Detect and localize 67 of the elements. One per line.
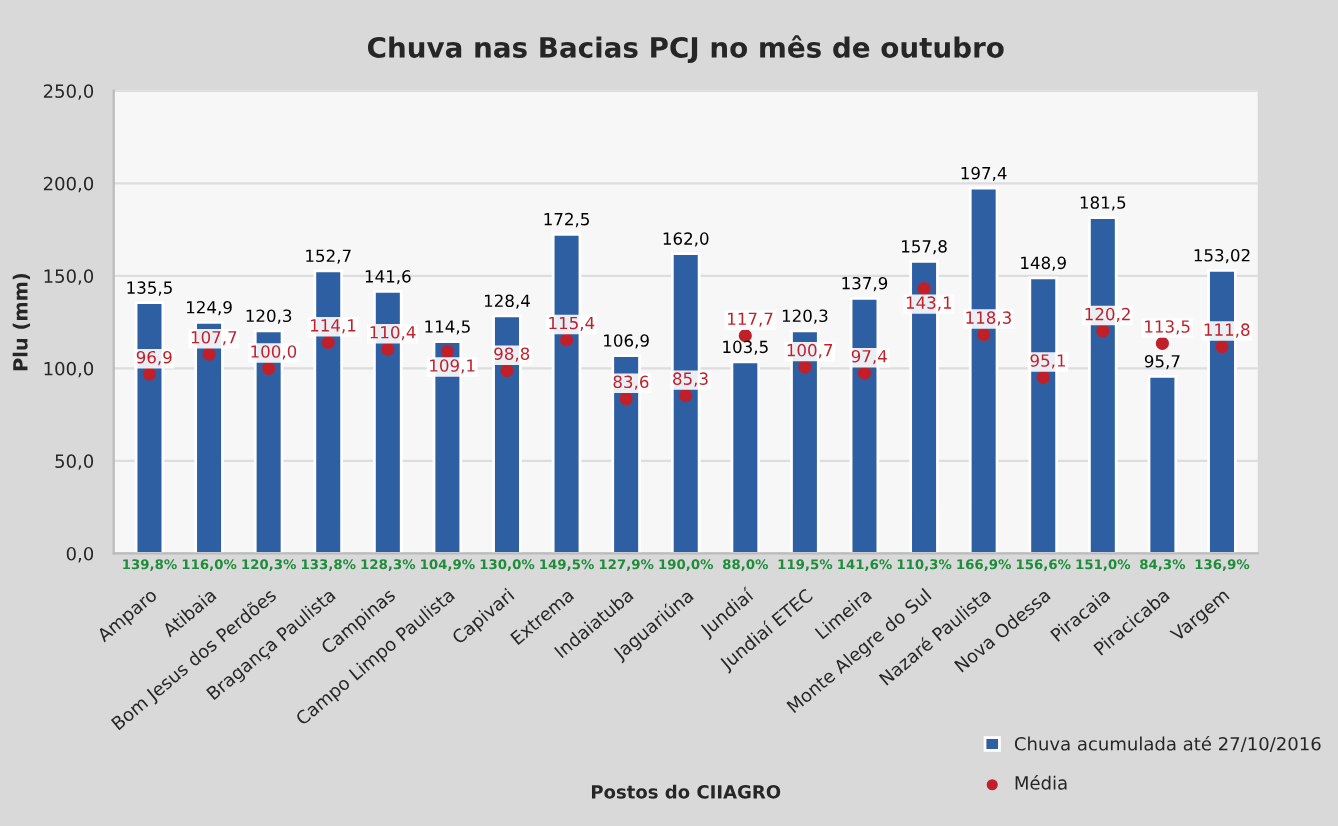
data-label: 109,1 xyxy=(430,359,475,374)
data-label: 153,02 xyxy=(1194,248,1250,264)
point xyxy=(679,389,693,403)
data-label: 100,7 xyxy=(787,343,833,359)
data-label: 111,8 xyxy=(1204,323,1250,338)
y-tick-label: 200,0 xyxy=(43,176,94,193)
point xyxy=(977,327,991,342)
data-label: 95,7 xyxy=(1144,354,1180,370)
data-label: 117,7 xyxy=(728,312,773,327)
point xyxy=(798,360,812,374)
data-label: 106,9 xyxy=(604,334,649,349)
y-tick-label: 0,0 xyxy=(66,546,94,563)
y-axis-title: Plu (mm) xyxy=(12,273,31,371)
legend-label: Média xyxy=(1015,775,1067,790)
point xyxy=(857,366,872,380)
legend-label: Chuva acumulada até 27/10/2016 xyxy=(1014,735,1321,753)
data-label: 148,9 xyxy=(1021,256,1066,271)
chart-title: Chuva nas Bacias PCJ no mês de outubro xyxy=(367,35,1004,64)
point xyxy=(1155,336,1169,350)
data-label: 124,9 xyxy=(187,300,232,316)
data-label: 197,4 xyxy=(961,166,1007,182)
point xyxy=(917,282,931,296)
data-label: 128,4 xyxy=(484,294,530,309)
data-label: 115,4 xyxy=(549,316,595,331)
data-label: 113,5 xyxy=(1145,320,1190,335)
data-label: 120,2 xyxy=(1085,307,1130,323)
point xyxy=(1215,339,1229,354)
point xyxy=(1036,370,1050,385)
data-label: 162,0 xyxy=(663,232,709,247)
data-label: 181,5 xyxy=(1080,196,1126,211)
data-label: 98,8 xyxy=(494,347,530,362)
data-label: 97,4 xyxy=(851,349,887,365)
data-label: 143,1 xyxy=(906,296,952,311)
y-tick-label: 100,0 xyxy=(44,361,94,378)
data-label: 157,8 xyxy=(902,240,947,255)
point xyxy=(262,361,276,375)
data-label: 152,7 xyxy=(306,249,351,264)
point xyxy=(381,342,395,356)
point xyxy=(142,367,157,381)
y-tick-label: 150,0 xyxy=(44,269,94,285)
data-label: 103,5 xyxy=(723,340,768,355)
data-label: 120,3 xyxy=(782,309,828,324)
data-label: 100,0 xyxy=(251,345,297,360)
data-label: 96,9 xyxy=(136,350,172,366)
point xyxy=(1096,324,1110,338)
data-label: 85,3 xyxy=(673,372,708,387)
data-label: 120,3 xyxy=(246,309,292,324)
point xyxy=(559,333,574,347)
point xyxy=(619,392,633,406)
data-label: 107,7 xyxy=(191,330,237,346)
data-label: 114,5 xyxy=(425,320,470,335)
data-label: 110,4 xyxy=(370,325,416,341)
data-label: 118,3 xyxy=(966,311,1011,326)
data-label: 141,6 xyxy=(365,270,411,285)
point xyxy=(500,364,514,378)
data-label: 95,1 xyxy=(1030,354,1065,369)
x-axis-title: Postos do CIIAGRO xyxy=(591,784,781,799)
data-label: 135,5 xyxy=(127,281,172,296)
point xyxy=(202,347,216,361)
y-tick-label: 250,0 xyxy=(43,84,94,100)
data-label: 114,1 xyxy=(310,319,356,334)
data-label: 172,5 xyxy=(544,212,589,228)
point xyxy=(321,335,335,349)
y-tick-label: 50,0 xyxy=(55,454,94,470)
data-label: 83,6 xyxy=(613,375,649,390)
data-label: 137,9 xyxy=(842,276,888,292)
point xyxy=(440,344,454,359)
